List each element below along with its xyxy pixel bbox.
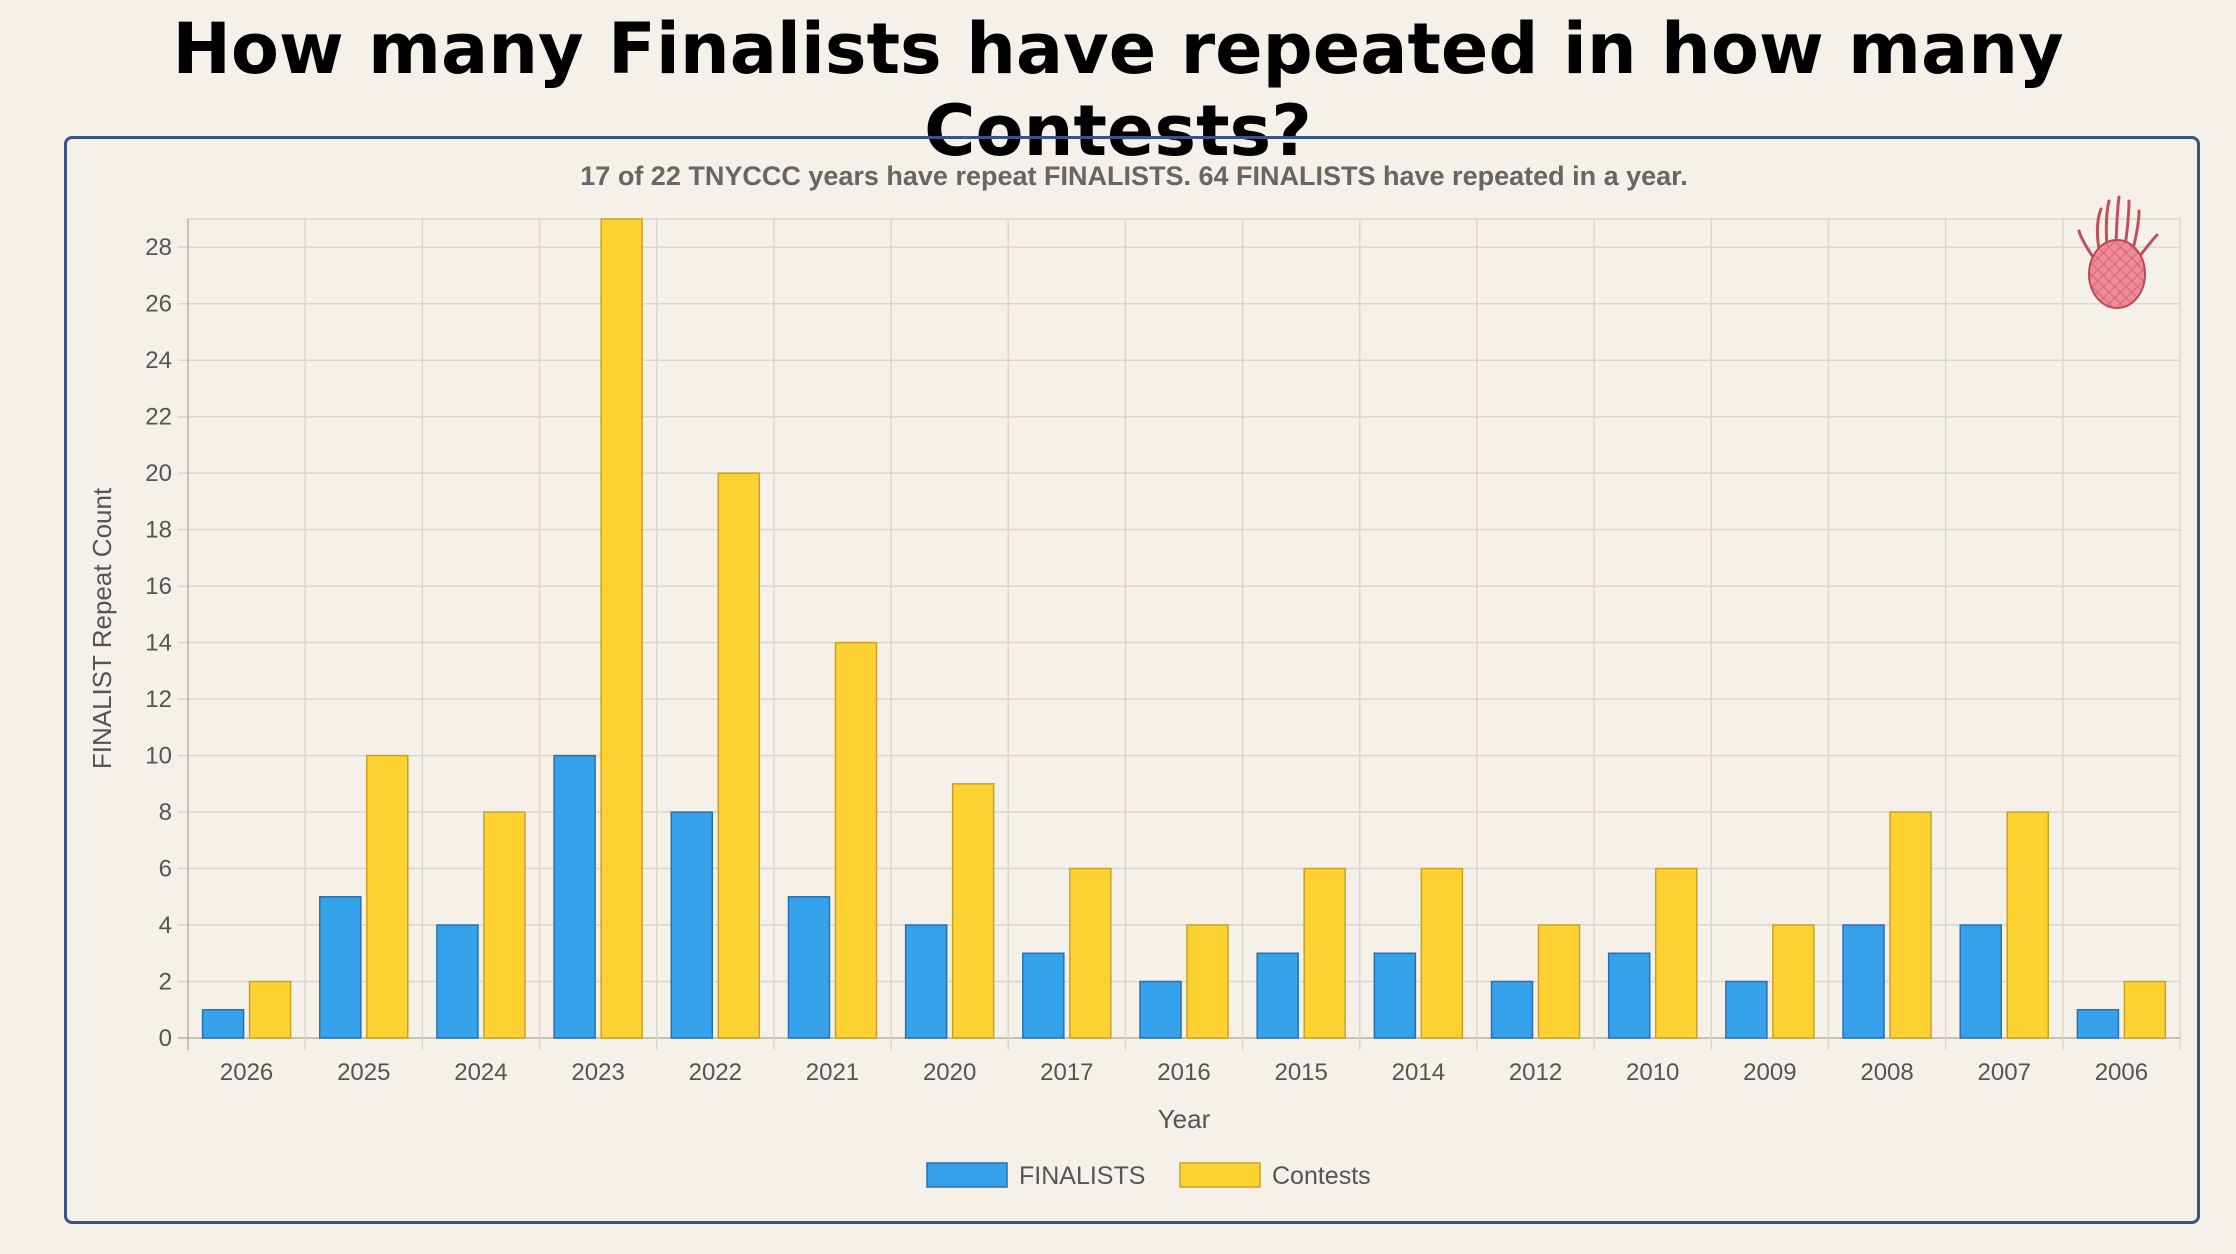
y-axis-title: FINALIST Repeat Count [87, 487, 117, 769]
bar-contests-2017[interactable] [1069, 867, 1112, 1039]
bars [201, 218, 2167, 1039]
bar-contests-2012[interactable] [1537, 924, 1581, 1039]
y-tick-label: 4 [159, 912, 172, 939]
legend-swatch-finalists[interactable] [926, 1162, 1008, 1188]
y-tick-label: 10 [145, 743, 172, 770]
y-tick-label: 28 [145, 234, 172, 261]
y-tick-label: 2 [159, 969, 172, 996]
bar-finalists-2026[interactable] [201, 1009, 245, 1039]
x-tick-label: 2021 [806, 1059, 859, 1086]
bar-contests-2020[interactable] [951, 783, 995, 1039]
y-tick-label: 0 [159, 1025, 172, 1052]
bar-finalists-2007[interactable] [1959, 924, 2002, 1039]
pineapple-icon [2077, 195, 2159, 309]
y-tick-label: 8 [159, 799, 172, 826]
y-tick-label: 24 [145, 347, 172, 374]
x-tick-label: 2016 [1157, 1059, 1210, 1086]
bar-contests-2007[interactable] [2006, 811, 2049, 1039]
x-tick-label: 2007 [1978, 1059, 2031, 1086]
x-tick-label: 2020 [923, 1059, 976, 1086]
legend[interactable]: FINALISTS Contests [926, 1162, 1371, 1190]
x-axis: 2026 2025 2024 2023 2022 2021 2020 2017 2016 2015… [220, 1059, 2148, 1086]
x-tick-label: 2024 [454, 1059, 507, 1086]
bar-contests-2026[interactable] [248, 980, 292, 1039]
legend-label-finalists[interactable]: FINALISTS [1019, 1162, 1145, 1190]
bar-finalists-2020[interactable] [904, 924, 948, 1039]
x-axis-title: Year [1158, 1104, 1211, 1134]
bar-contests-2008[interactable] [1889, 811, 1932, 1039]
x-tick-label: 2012 [1509, 1059, 1562, 1086]
bar-contests-2015[interactable] [1303, 867, 1346, 1039]
y-tick-label: 16 [145, 573, 172, 600]
bar-contests-2009[interactable] [1772, 924, 1815, 1039]
bar-finalists-2023[interactable] [553, 754, 596, 1039]
x-tick-label: 2009 [1743, 1059, 1796, 1086]
x-tick-label: 2006 [2095, 1059, 2148, 1086]
x-tick-label: 2025 [337, 1059, 390, 1086]
bar-finalists-2010[interactable] [1607, 952, 1651, 1039]
bar-finalists-2015[interactable] [1256, 952, 1299, 1039]
chart-subtitle: 17 of 22 TNYCCC years have repeat FINALI… [580, 161, 1687, 191]
bar-finalists-2022[interactable] [670, 811, 714, 1039]
y-tick-label: 6 [159, 856, 172, 883]
chart-card: 17 of 22 TNYCCC years have repeat FINALI… [64, 136, 2200, 1224]
legend-label-contests[interactable]: Contests [1272, 1162, 1371, 1190]
x-tick-label: 2017 [1040, 1059, 1093, 1086]
y-tick-label: 22 [145, 404, 172, 431]
bar-finalists-2017[interactable] [1022, 952, 1065, 1039]
x-tick-label: 2026 [220, 1059, 273, 1086]
y-tick-label: 20 [145, 460, 172, 487]
bar-finalists-2025[interactable] [319, 896, 362, 1039]
bar-contests-2023[interactable] [600, 218, 643, 1039]
bar-contests-2014[interactable] [1420, 867, 1464, 1039]
bar-contests-2025[interactable] [366, 754, 409, 1039]
y-tick-label: 14 [145, 630, 172, 657]
page-title: How many Finalists have repeated in how … [172, 8, 2064, 172]
bar-chart: 17 of 22 TNYCCC years have repeat FINALI… [87, 161, 2181, 1190]
bar-contests-2024[interactable] [483, 811, 526, 1039]
x-tick-label: 2015 [1274, 1059, 1327, 1086]
y-tick-label: 12 [145, 686, 172, 713]
y-tick-label: 18 [145, 517, 172, 544]
bar-contests-2006[interactable] [2123, 980, 2167, 1039]
bar-finalists-2014[interactable] [1373, 952, 1417, 1039]
x-tick-label: 2022 [689, 1059, 742, 1086]
grid-lines [178, 218, 2181, 1050]
bar-finalists-2009[interactable] [1725, 980, 1768, 1039]
legend-swatch-contests[interactable] [1179, 1162, 1261, 1188]
x-tick-label: 2008 [1860, 1059, 1913, 1086]
bar-finalists-2006[interactable] [2076, 1009, 2120, 1039]
bar-finalists-2016[interactable] [1139, 980, 1182, 1039]
bar-contests-2021[interactable] [834, 641, 878, 1039]
x-tick-label: 2023 [571, 1059, 624, 1086]
bar-contests-2016[interactable] [1186, 924, 1229, 1039]
x-tick-label: 2010 [1626, 1059, 1679, 1086]
bar-finalists-2021[interactable] [787, 896, 831, 1039]
bar-finalists-2024[interactable] [436, 924, 479, 1039]
bar-contests-2022[interactable] [717, 472, 761, 1039]
x-tick-label: 2014 [1392, 1059, 1445, 1086]
bar-finalists-2008[interactable] [1842, 924, 1885, 1039]
bar-contests-2010[interactable] [1654, 867, 1698, 1039]
bar-finalists-2012[interactable] [1490, 980, 1534, 1039]
y-tick-label: 26 [145, 291, 172, 318]
